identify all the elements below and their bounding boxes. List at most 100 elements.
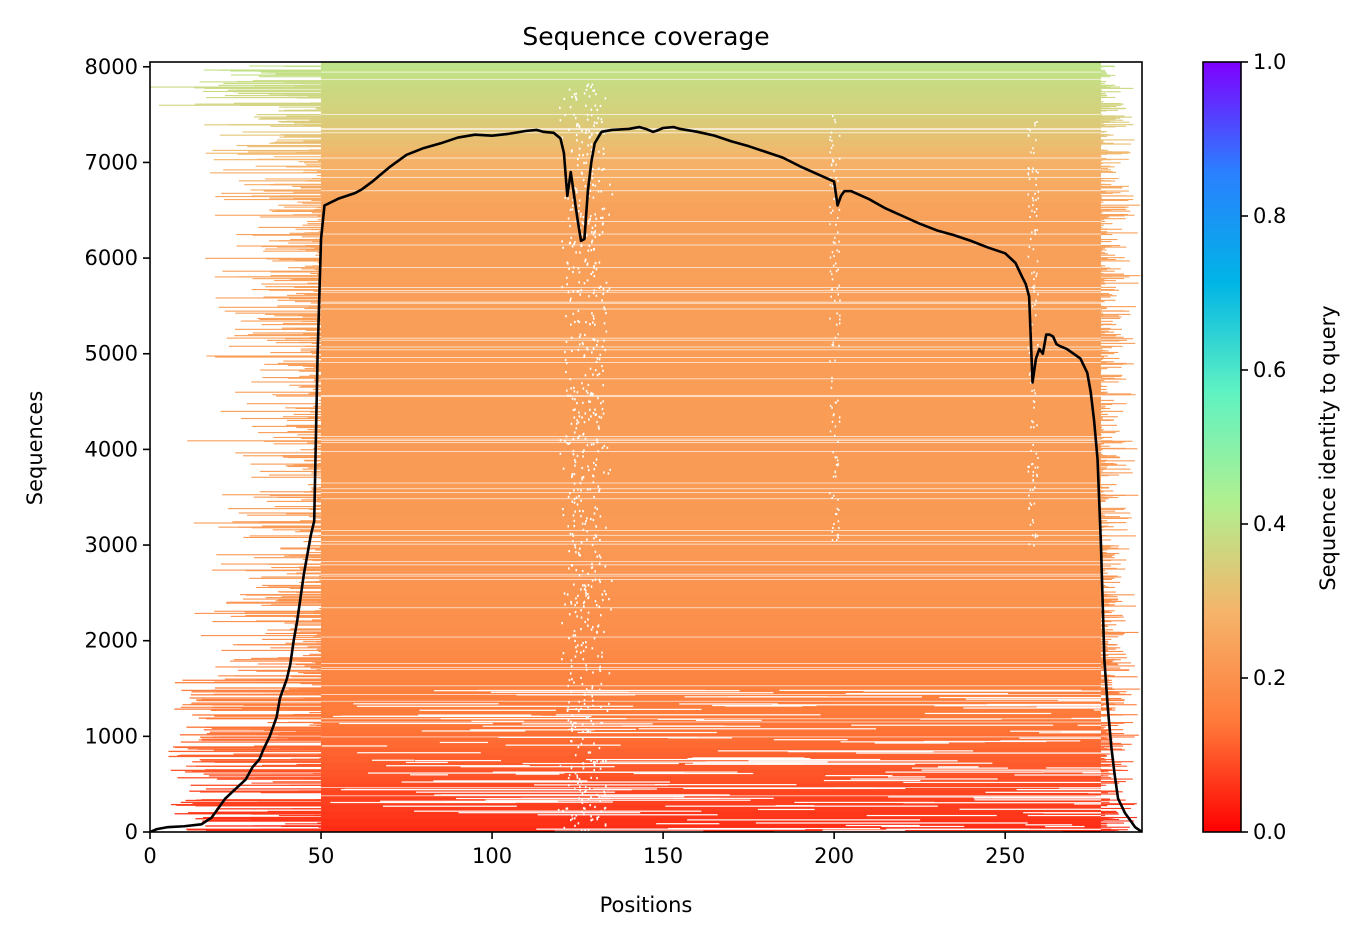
coverage-gap	[321, 530, 1101, 531]
coverage-gap	[460, 766, 614, 767]
coverage-line-right	[1101, 484, 1117, 485]
coverage-line-left	[260, 370, 321, 371]
coverage-line-left	[301, 187, 321, 188]
coverage-gap	[574, 525, 576, 527]
coverage-gap	[585, 162, 587, 164]
coverage-gap	[706, 761, 828, 762]
coverage-line-left	[210, 732, 321, 733]
coverage-band	[321, 643, 1101, 651]
coverage-gap	[585, 641, 587, 643]
coverage-gap	[579, 343, 581, 345]
coverage-band	[321, 216, 1101, 224]
coverage-line-left	[212, 621, 321, 622]
coverage-gap	[600, 105, 602, 107]
x-tick-label: 200	[814, 844, 854, 868]
coverage-gap	[564, 98, 566, 100]
coverage-gap	[580, 213, 582, 215]
coverage-gap	[321, 132, 1101, 133]
coverage-band	[321, 279, 1101, 287]
coverage-line-left	[292, 186, 321, 187]
coverage-line-left	[181, 802, 321, 803]
coverage-line-left	[269, 240, 321, 241]
coverage-gap	[608, 472, 610, 474]
coverage-gap	[581, 172, 583, 174]
coverage-gap	[594, 512, 596, 514]
coverage-band	[321, 97, 1101, 105]
y-tick-label: 2000	[85, 629, 138, 653]
coverage-band	[321, 90, 1101, 98]
coverage-line-right	[1101, 430, 1102, 431]
coverage-gap	[1034, 503, 1036, 505]
coverage-line-left	[309, 654, 321, 655]
coverage-line-left	[257, 318, 321, 319]
coverage-line-left	[284, 207, 321, 208]
coverage-line-right	[1101, 283, 1105, 284]
coverage-gap	[588, 584, 590, 586]
coverage-band	[321, 419, 1101, 427]
coverage-gap	[600, 402, 602, 404]
coverage-line-right	[1101, 425, 1117, 426]
coverage-line-left	[309, 149, 321, 150]
coverage-line-left	[278, 300, 321, 301]
coverage-gap	[585, 592, 587, 594]
coverage-gap	[835, 476, 837, 478]
coverage-line-left	[319, 608, 321, 609]
coverage-line-right	[1101, 363, 1134, 364]
coverage-gap	[834, 237, 836, 239]
coverage-gap	[838, 520, 840, 522]
coverage-band	[321, 629, 1101, 637]
coverage-gap	[585, 185, 587, 187]
coverage-line-right	[1101, 370, 1102, 371]
coverage-gap	[587, 625, 589, 627]
coverage-gap	[605, 97, 607, 99]
coverage-gap	[839, 209, 841, 211]
coverage-gap	[839, 285, 841, 287]
coverage-gap	[595, 105, 597, 107]
coverage-gap	[846, 693, 1008, 694]
coverage-gap	[780, 690, 1082, 691]
coverage-gap	[593, 742, 595, 744]
coverage-gap	[595, 464, 597, 466]
coverage-gap	[595, 262, 597, 264]
coverage-line-right	[1101, 255, 1115, 256]
coverage-gap	[584, 621, 586, 623]
coverage-gap	[576, 134, 578, 136]
coverage-band	[321, 818, 1101, 826]
coverage-gap	[563, 514, 565, 516]
coverage-gap	[685, 764, 915, 765]
coverage-line-left	[319, 370, 321, 371]
coverage-line-right	[1101, 187, 1123, 188]
coverage-gap	[829, 151, 831, 153]
coverage-line-left	[262, 246, 322, 247]
coverage-line-left	[288, 95, 321, 96]
coverage-gap	[569, 242, 571, 244]
coverage-line-left	[317, 175, 321, 176]
coverage-gap	[829, 318, 831, 320]
coverage-gap	[596, 268, 598, 270]
coverage-gap	[586, 538, 588, 540]
coverage-gap	[597, 117, 599, 119]
coverage-gap	[1078, 725, 1101, 726]
coverage-line-right	[1101, 346, 1104, 347]
coverage-line-right	[1101, 815, 1105, 816]
y-tick-label: 8000	[85, 55, 138, 79]
coverage-gap	[415, 760, 501, 761]
coverage-gap	[1031, 210, 1033, 212]
coverage-line-right	[1101, 386, 1107, 387]
coverage-gap	[579, 125, 581, 127]
coverage-gap	[596, 777, 598, 779]
x-tick-label: 0	[143, 844, 156, 868]
coverage-line-right	[1101, 377, 1102, 378]
coverage-gap	[582, 455, 584, 457]
coverage-line-left	[204, 773, 321, 774]
coverage-gap	[1033, 407, 1035, 409]
coverage-band	[321, 328, 1101, 336]
coverage-line-right	[1101, 309, 1102, 310]
coverage-gap	[574, 520, 576, 522]
coverage-line-left	[291, 759, 321, 760]
coverage-gap	[609, 469, 611, 471]
coverage-line-left	[304, 162, 321, 163]
coverage-gap	[587, 153, 589, 155]
coverage-line-left	[211, 739, 321, 740]
coverage-line-left	[194, 522, 321, 523]
